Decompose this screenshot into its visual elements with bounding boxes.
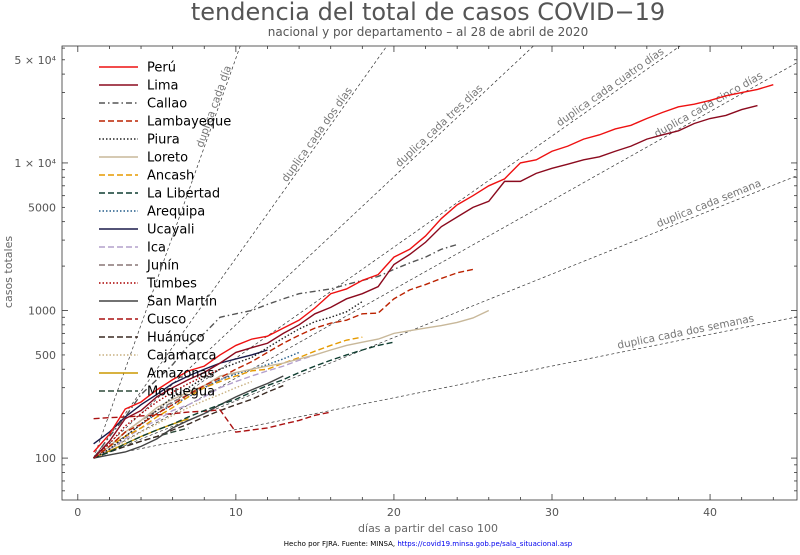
plot-frame xyxy=(61,45,798,501)
legend-item: Cusco xyxy=(99,313,186,328)
chart-title: tendencia del total de casos COVID−19 xyxy=(191,0,665,26)
legend-item: Amazonas xyxy=(99,367,215,382)
legend-item: Ica xyxy=(99,241,166,256)
legend-item: Piura xyxy=(99,133,180,148)
legend-label: Junín xyxy=(146,259,179,274)
reference-line-label: duplica cada cinco días xyxy=(652,70,765,140)
legend-label: Lambayeque xyxy=(147,115,231,130)
legend-label: Amazonas xyxy=(147,367,215,382)
legend-item: Tumbes xyxy=(99,277,197,292)
series-line xyxy=(93,336,363,459)
legend-item: Arequipa xyxy=(99,205,205,220)
source-link[interactable]: https://covid19.minsa.gob.pe/sala_situac… xyxy=(397,540,572,548)
legend-item: Ancash xyxy=(99,169,194,184)
x-axis: 0 10 20 30 40 xyxy=(74,46,774,519)
series-line xyxy=(93,354,316,459)
series-line xyxy=(93,309,490,459)
series-line xyxy=(93,380,252,459)
legend-label: Ucayali xyxy=(147,223,195,238)
legend-item: Perú xyxy=(99,61,176,76)
legend-label: Ica xyxy=(147,241,166,256)
series-group xyxy=(93,84,774,459)
series-line xyxy=(93,384,284,459)
y-tick-label: 5000 xyxy=(28,201,56,214)
y-tick-label: 1 × 10⁴ xyxy=(14,157,56,170)
legend-label: Cajamarca xyxy=(147,349,216,364)
series-line xyxy=(93,268,474,459)
reference-line-label: duplica cada día xyxy=(194,64,234,149)
legend-label: Ancash xyxy=(147,169,194,184)
legend-item: Callao xyxy=(99,97,187,112)
series-line xyxy=(93,84,774,453)
legend-item: Ucayali xyxy=(99,223,195,238)
x-tick-label: 20 xyxy=(387,506,401,519)
reference-line-label: duplica cada tres días xyxy=(393,82,485,169)
x-tick-label: 40 xyxy=(703,506,717,519)
x-tick-label: 10 xyxy=(229,506,243,519)
legend-item: Lambayeque xyxy=(99,115,231,130)
legend-item: La Libertad xyxy=(99,187,220,202)
legend-label: Arequipa xyxy=(147,205,205,220)
legend-label: Tumbes xyxy=(146,277,197,292)
reference-line-label: duplica cada dos semanas xyxy=(616,313,755,352)
legend-label: Cusco xyxy=(147,313,186,328)
legend-label: Piura xyxy=(147,133,180,148)
y-tick-label: 100 xyxy=(35,452,56,465)
source-footer: Hecho por FJRA. Fuente: MINSA, https://c… xyxy=(284,540,573,548)
series-line xyxy=(93,368,221,459)
series-line xyxy=(93,375,284,459)
series-line xyxy=(93,104,758,459)
x-axis-label: días a partir del caso 100 xyxy=(358,522,498,535)
legend-label: Lima xyxy=(147,79,178,94)
reference-line xyxy=(93,46,534,459)
source-text: Hecho por FJRA. Fuente: MINSA, xyxy=(284,540,398,548)
series-line xyxy=(93,349,268,445)
legend-item: Moquegua xyxy=(99,385,215,400)
reference-line-label: duplica cada dos días xyxy=(279,85,355,184)
reference-line-label: duplica cada semana xyxy=(655,177,763,230)
series-line xyxy=(93,409,331,433)
legend-item: Huánuco xyxy=(99,331,205,346)
x-tick-label: 30 xyxy=(545,506,559,519)
series-line xyxy=(93,300,363,459)
series-line xyxy=(93,341,395,459)
legend-label: San Martín xyxy=(147,295,217,310)
y-tick-label: 1000 xyxy=(28,305,56,318)
y-axis: 100 500 1000 5000 1 × 10⁴ 5 × 10⁴ xyxy=(14,47,797,492)
x-tick-label: 0 xyxy=(74,506,81,519)
legend-item: Loreto xyxy=(99,151,188,166)
legend-label: Huánuco xyxy=(147,331,205,346)
legend-item: Junín xyxy=(99,259,179,274)
legend-label: Moquegua xyxy=(147,385,215,400)
chart-subtitle: nacional y por departamento – al 28 de a… xyxy=(268,25,588,39)
series-line xyxy=(93,243,458,459)
y-tick-label: 5 × 10⁴ xyxy=(14,54,56,67)
series-line xyxy=(93,351,300,459)
legend-item: Cajamarca xyxy=(99,349,216,364)
legend-item: San Martín xyxy=(99,295,217,310)
reference-line xyxy=(93,62,797,459)
reference-line xyxy=(93,316,797,459)
y-axis-label: casos totales xyxy=(2,236,15,308)
legend: Perú Lima Callao Lambayeque Piura Loreto Ancas… xyxy=(99,61,231,400)
legend-label: Perú xyxy=(147,61,176,76)
reference-line-label: duplica cada cuatro días xyxy=(554,46,666,130)
legend-label: La Libertad xyxy=(147,187,220,202)
legend-item: Lima xyxy=(99,79,178,94)
legend-label: Loreto xyxy=(147,151,188,166)
y-tick-label: 500 xyxy=(35,349,56,362)
legend-label: Callao xyxy=(147,97,187,112)
